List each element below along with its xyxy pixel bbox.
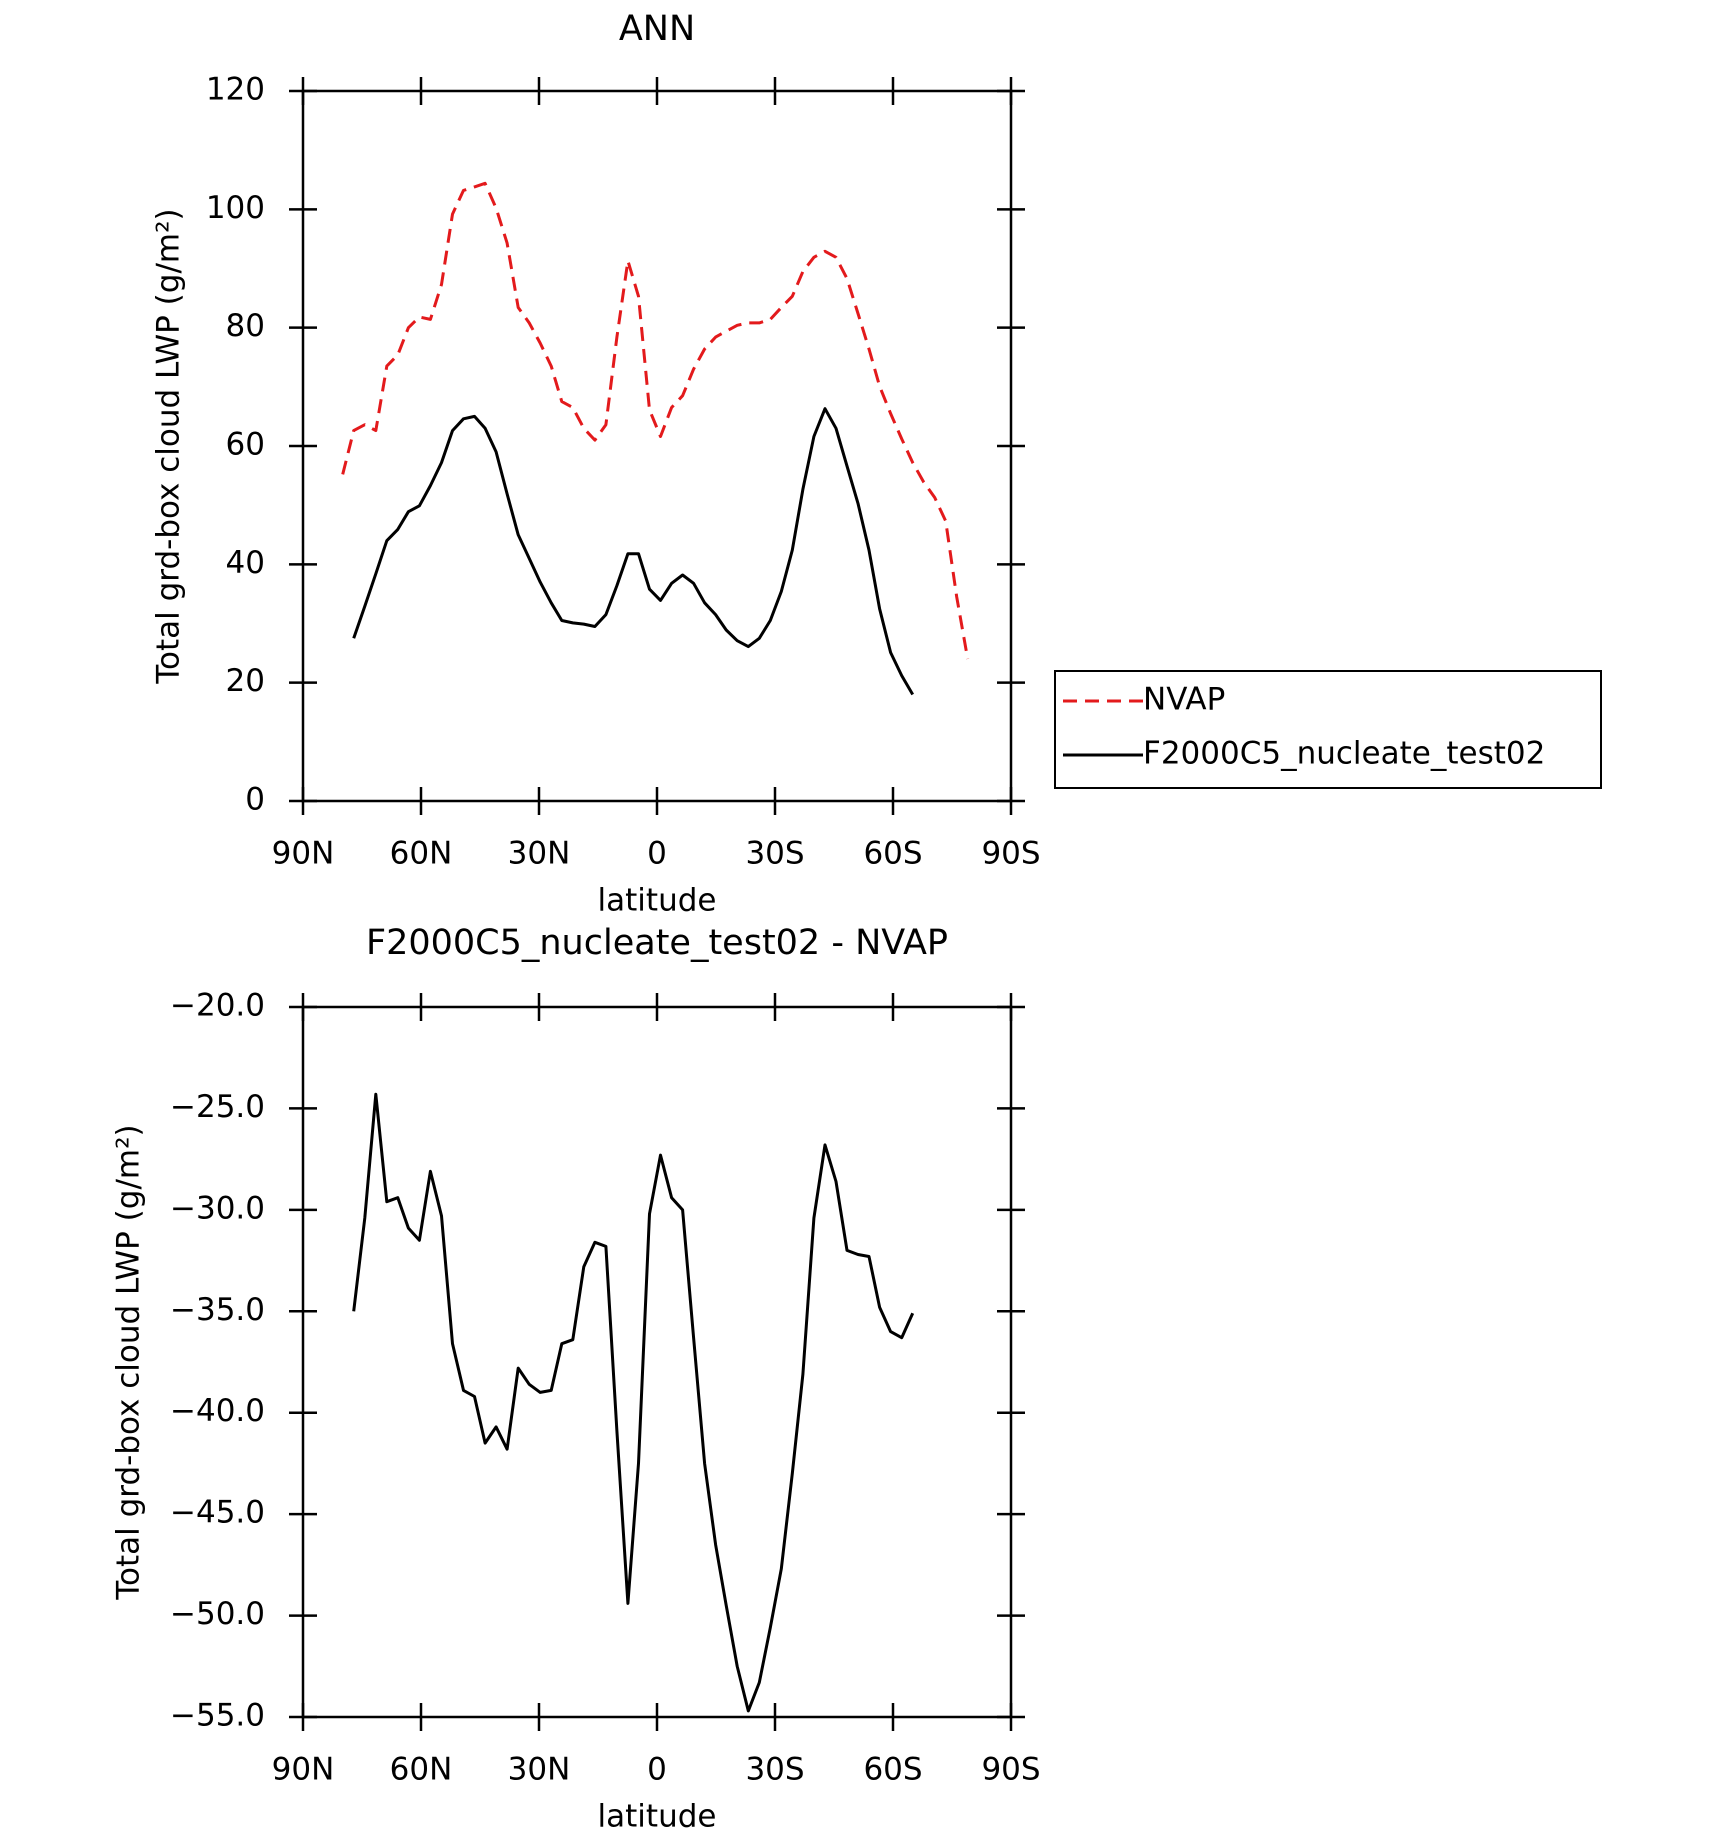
legend-label: NVAP [1143,682,1225,718]
plot-frame [301,89,1013,803]
x-tick-label: 90S [981,1752,1040,1788]
plot: F2000C5_nucleate_test02 - NVAP −55.0 −50.0… [111,923,1041,1835]
x-tick-label: 30S [745,1752,804,1788]
x-tick-label: 60N [390,836,453,872]
chart-title: F2000C5_nucleate_test02 - NVAP [366,923,948,963]
series-line [352,407,914,696]
chart-title: ANN [619,9,695,49]
legend-label: F2000C5_nucleate_test02 [1143,736,1545,772]
x-tick-label: 30N [508,836,571,872]
plot: ANN 0 20 40 60 80 100 120 90N 60N 30N 0 30S 60S 90S lat… [151,9,1602,919]
y-tick-label: −35.0 [170,1292,265,1328]
x-tick-label: 30S [745,836,804,872]
x-tick-label: 90N [272,836,335,872]
y-tick-label: 120 [206,72,265,108]
y-tick-label: 100 [206,190,265,226]
x-tick-label: 60N [390,1752,453,1788]
series-line [352,1092,915,1713]
x-tick-label: 60S [863,836,922,872]
legend-frame [1054,670,1602,789]
y-tick-label: 40 [226,545,265,581]
x-tick-label: 30N [508,1752,571,1788]
y-tick-label: −20.0 [170,988,265,1024]
y-tick-label: 60 [226,427,265,463]
y-axis-label: Total grd-box cloud LWP (g/m²) [111,1124,147,1600]
y-tick-label: −30.0 [170,1190,265,1226]
y-tick-label: −50.0 [170,1596,265,1632]
y-tick-label: −45.0 [170,1495,265,1531]
x-axis-label: latitude [598,1799,717,1835]
y-tick-label: −55.0 [170,1698,265,1734]
y-tick-label: 0 [245,782,265,818]
x-tick-label: 60S [863,1752,922,1788]
legend: NVAP F2000C5_nucleate_test02 [1054,670,1602,789]
x-tick-label: 90N [272,1752,335,1788]
y-axis-label: Total grd-box cloud LWP (g/m²) [151,208,187,684]
plot-frame [301,1005,1013,1719]
y-tick-label: −40.0 [170,1393,265,1429]
x-tick-label: 90S [981,836,1040,872]
x-tick-label: 0 [647,836,667,872]
y-tick-label: 20 [226,663,265,699]
y-tick-label: 80 [226,308,265,344]
y-tick-label: −25.0 [170,1089,265,1125]
x-tick-label: 0 [647,1752,667,1788]
x-axis-label: latitude [598,883,717,919]
series-line [341,181,970,660]
